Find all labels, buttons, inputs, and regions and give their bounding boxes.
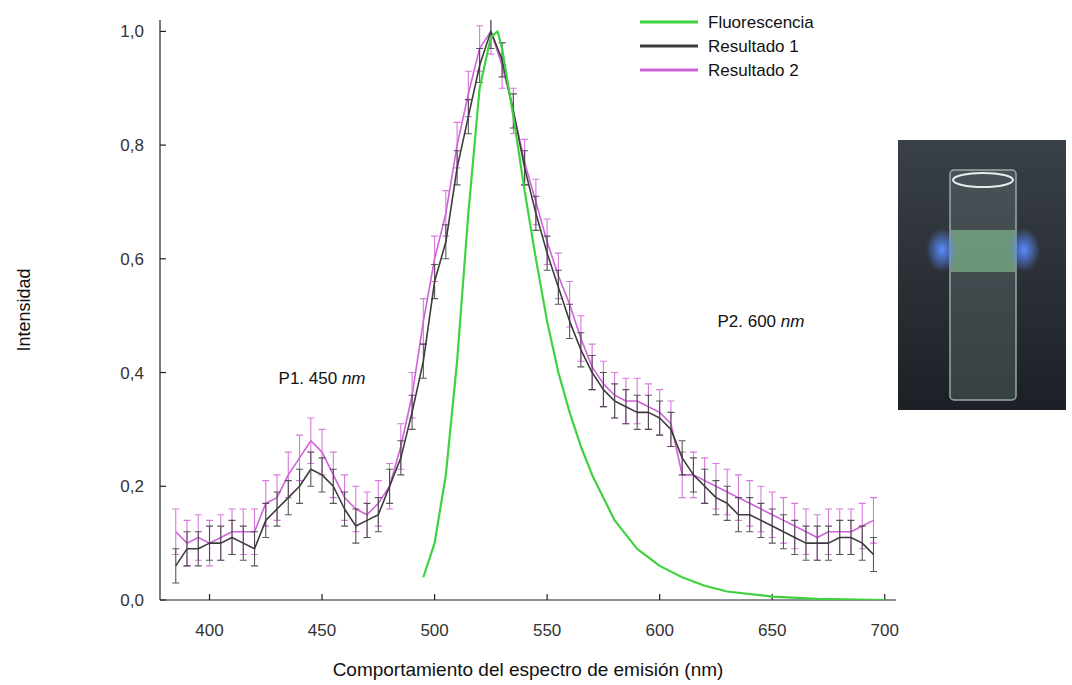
photo-background (898, 140, 1066, 410)
series-0 (423, 31, 884, 600)
y-tick (160, 144, 166, 145)
plot-area (172, 20, 884, 600)
error-bar (172, 549, 179, 583)
y-tick (160, 372, 166, 373)
error-bar (645, 384, 652, 429)
y-tick-label: 0,6 (120, 250, 144, 269)
annotation-background (276, 368, 369, 389)
error-bar (364, 492, 371, 537)
error-bar (600, 361, 607, 406)
x-tick-label: 400 (195, 621, 223, 640)
annotation: P2. 600 nm (717, 312, 804, 331)
legend-swatch (640, 45, 698, 48)
x-tick-label: 650 (758, 621, 786, 640)
series-1 (172, 20, 877, 583)
green-emission (951, 230, 1015, 272)
x-axis-line (160, 599, 896, 600)
error-bar (701, 458, 708, 503)
laser-spot (926, 228, 958, 272)
error-bar (814, 515, 821, 560)
x-tick (547, 594, 548, 600)
series-line (423, 31, 884, 600)
photo-inset (898, 140, 1066, 410)
vial (950, 170, 1016, 400)
y-tick (160, 486, 166, 487)
annotation-background (714, 311, 807, 332)
chart: 400 450 500 550 600 650 700 0,0 0,2 0,4 0,6 0,8 1,0 C… (0, 0, 1072, 685)
y-tick-label: 0,0 (120, 591, 144, 610)
y-tick-label: 0,4 (120, 364, 144, 383)
annotation: P1. 450 nm (279, 369, 366, 388)
x-tick (659, 594, 660, 600)
legend-label: Fluorescencia (708, 13, 814, 32)
laser-spot (1008, 228, 1040, 272)
x-axis-title: Comportamiento del espectro de emisión (… (333, 659, 724, 680)
error-bar (611, 373, 618, 418)
legend-label: Resultado 2 (708, 61, 799, 80)
vial-meniscus (953, 173, 1013, 187)
error-bar (184, 520, 191, 565)
x-tick (321, 594, 322, 600)
y-tick (160, 31, 166, 32)
legend-label: Resultado 1 (708, 37, 799, 56)
error-bar (656, 390, 663, 435)
y-axis-line (159, 20, 160, 600)
x-tick (434, 594, 435, 600)
y-tick-label: 1,0 (120, 22, 144, 41)
error-bar (870, 498, 877, 543)
y-axis-title: Intensidad (14, 268, 34, 351)
legend-swatch (640, 21, 698, 24)
series-line (176, 31, 874, 566)
x-tick (209, 594, 210, 600)
y-tick-label: 0,2 (120, 477, 144, 496)
legend: Fluorescencia Resultado 1 Resultado 2 (640, 13, 814, 80)
x-tick-label: 550 (533, 621, 561, 640)
legend-swatch (640, 69, 698, 72)
error-bar (870, 537, 877, 571)
error-bar (217, 515, 224, 560)
y-tick-label: 0,8 (120, 136, 144, 155)
x-tick-label: 600 (645, 621, 673, 640)
y-tick (160, 599, 166, 600)
y-tick (160, 258, 166, 259)
x-tick-label: 700 (871, 621, 899, 640)
series-line (176, 31, 874, 543)
x-tick-label: 450 (308, 621, 336, 640)
x-tick-label: 500 (420, 621, 448, 640)
error-bar (667, 401, 674, 446)
series-2 (172, 20, 877, 566)
